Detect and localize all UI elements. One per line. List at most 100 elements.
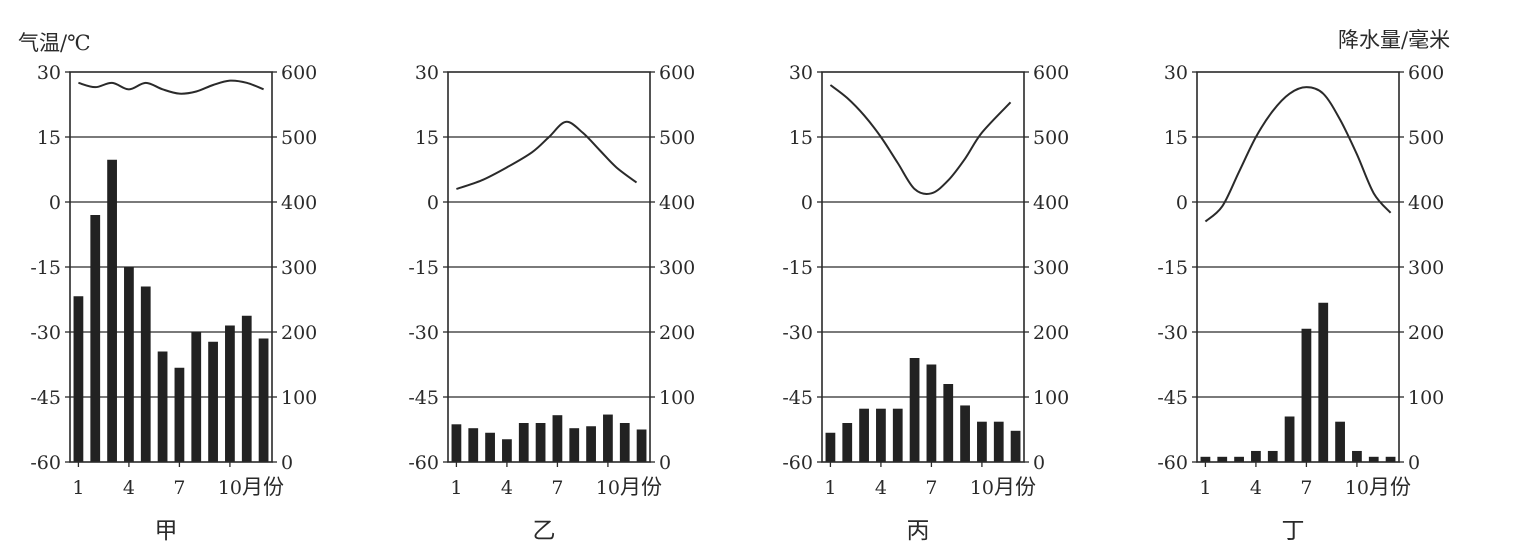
temp-tick-label: 15 <box>415 127 439 149</box>
month-tick-label: 10 <box>970 477 994 499</box>
precip-tick-label: 100 <box>1033 387 1069 409</box>
month-unit-label: 月份 <box>1369 475 1411 499</box>
precip-tick-label: 200 <box>659 322 695 344</box>
precipitation-bar <box>140 286 151 462</box>
precip-tick-label: 0 <box>281 452 293 474</box>
month-tick-label: 10 <box>1345 477 1369 499</box>
temp-tick-label: 0 <box>427 192 439 214</box>
temperature-line <box>829 84 1012 195</box>
precipitation-bar <box>241 315 252 462</box>
precip-tick-label: 600 <box>1408 62 1444 84</box>
precipitation-bar <box>1200 456 1211 462</box>
temp-tick-label: -60 <box>408 452 439 474</box>
temperature-line <box>1204 86 1392 223</box>
temperature-line <box>78 79 264 95</box>
precipitation-bar <box>1234 456 1244 462</box>
precipitation-bar <box>258 338 269 462</box>
precip-tick-label: 500 <box>1033 127 1069 149</box>
precipitation-bar <box>1010 430 1021 462</box>
right-axis-title: 降水量/毫米 <box>1338 28 1450 52</box>
precip-tick-label: 300 <box>659 257 695 279</box>
precip-tick-label: 300 <box>281 257 317 279</box>
precipitation-bar <box>603 414 613 462</box>
temp-tick-label: -45 <box>1157 387 1188 409</box>
temp-tick-label: 0 <box>1176 192 1188 214</box>
temp-tick-label: -15 <box>408 257 439 279</box>
precip-tick-label: 100 <box>659 387 695 409</box>
month-tick-label: 4 <box>1250 477 1262 499</box>
month-tick-label: 7 <box>173 477 185 499</box>
precip-tick-label: 600 <box>1033 62 1069 84</box>
month-tick-label: 1 <box>450 477 462 499</box>
precipitation-bar <box>1352 450 1362 462</box>
precipitation-bar <box>451 424 462 462</box>
month-tick-label: 7 <box>551 477 563 499</box>
temp-tick-label: 0 <box>49 192 61 214</box>
temp-tick-label: -45 <box>408 387 439 409</box>
month-tick-label: 4 <box>123 477 135 499</box>
month-unit-label: 月份 <box>994 475 1036 499</box>
temp-tick-label: -60 <box>782 452 813 474</box>
precipitation-bar <box>191 332 202 462</box>
precipitation-bar <box>859 408 869 462</box>
temp-tick-label: 15 <box>37 127 61 149</box>
precipitation-bar <box>1385 456 1396 462</box>
precip-tick-label: 0 <box>1408 452 1420 474</box>
precipitation-bar <box>1335 421 1345 462</box>
precipitation-bar <box>124 267 134 462</box>
precip-tick-label: 100 <box>281 387 317 409</box>
precipitation-bar <box>174 367 185 462</box>
precipitation-bar <box>876 408 886 462</box>
precip-tick-label: 0 <box>1033 452 1045 474</box>
precipitation-bar <box>208 341 218 462</box>
temp-tick-label: -30 <box>30 322 61 344</box>
precip-tick-label: 600 <box>281 62 317 84</box>
left-axis-title: 气温/℃ <box>18 31 91 55</box>
temperature-line <box>456 120 638 190</box>
precipitation-bar <box>1301 328 1312 462</box>
precip-tick-label: 400 <box>281 192 317 214</box>
precipitation-bar <box>977 421 987 462</box>
precipitation-bar <box>1318 302 1329 462</box>
precipitation-bar <box>468 428 479 462</box>
temp-tick-label: -45 <box>782 387 813 409</box>
precipitation-bar <box>993 421 1004 462</box>
month-tick-label: 4 <box>875 477 887 499</box>
temp-tick-label: -15 <box>782 257 813 279</box>
precip-tick-label: 300 <box>1408 257 1444 279</box>
precipitation-bar <box>960 405 970 462</box>
temp-tick-label: 0 <box>801 192 813 214</box>
precip-tick-label: 600 <box>659 62 695 84</box>
month-tick-label: 10 <box>596 477 620 499</box>
precip-tick-label: 500 <box>281 127 317 149</box>
temp-tick-label: -30 <box>782 322 813 344</box>
precipitation-bar <box>909 358 920 462</box>
precipitation-bar <box>892 408 903 462</box>
temp-tick-label: 30 <box>789 62 813 84</box>
temp-tick-label: -60 <box>1157 452 1188 474</box>
precipitation-bar <box>825 432 836 462</box>
precipitation-bar <box>535 423 546 462</box>
panel-2: 30 15 0 -15 -30 -45 -60 600 500 400 300 200 100 0 1 4 7 1… <box>408 62 695 544</box>
month-tick-label: 1 <box>1199 477 1211 499</box>
precipitation-bar <box>73 296 84 462</box>
panel-3: 30 15 0 -15 -30 -45 -60 600 500 400 300 200 100 0 1 4 7 1… <box>782 62 1069 544</box>
precip-tick-label: 0 <box>659 452 671 474</box>
precipitation-bar <box>157 351 168 462</box>
temp-tick-label: -60 <box>30 452 61 474</box>
precipitation-bar <box>619 423 630 462</box>
precipitation-bar <box>552 415 563 462</box>
month-tick-label: 4 <box>501 477 513 499</box>
temp-tick-label: -45 <box>30 387 61 409</box>
precipitation-bar <box>485 432 495 462</box>
panel-label: 丁 <box>1282 518 1305 544</box>
precip-tick-label: 500 <box>659 127 695 149</box>
precipitation-bar <box>943 384 954 462</box>
precipitation-bar <box>107 159 117 462</box>
temp-tick-label: 15 <box>1164 127 1188 149</box>
precipitation-bar <box>636 429 647 462</box>
panel-label: 丙 <box>907 518 930 544</box>
precipitation-bar <box>926 364 937 462</box>
panel-label: 甲 <box>155 518 178 544</box>
